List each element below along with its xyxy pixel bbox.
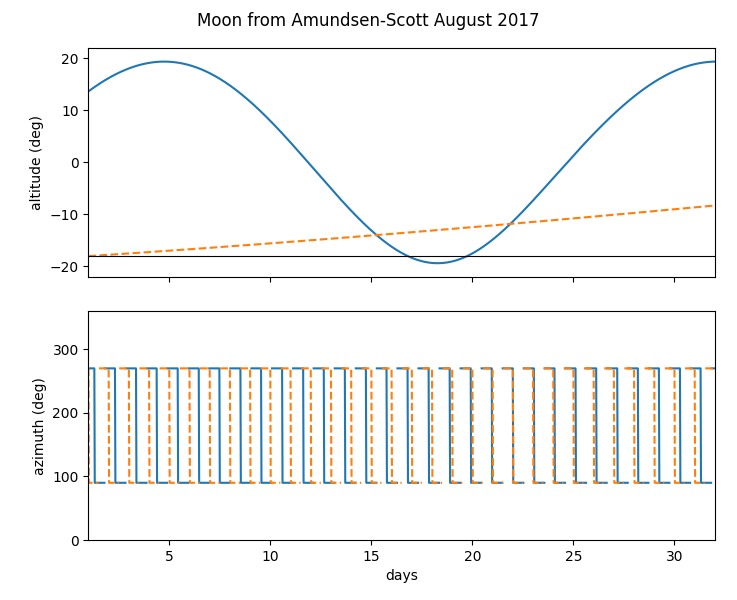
Text: Moon from Amundsen-Scott August 2017: Moon from Amundsen-Scott August 2017 bbox=[198, 12, 539, 30]
X-axis label: days: days bbox=[385, 569, 418, 583]
Y-axis label: altitude (deg): altitude (deg) bbox=[30, 115, 44, 210]
Y-axis label: azimuth (deg): azimuth (deg) bbox=[32, 377, 46, 475]
